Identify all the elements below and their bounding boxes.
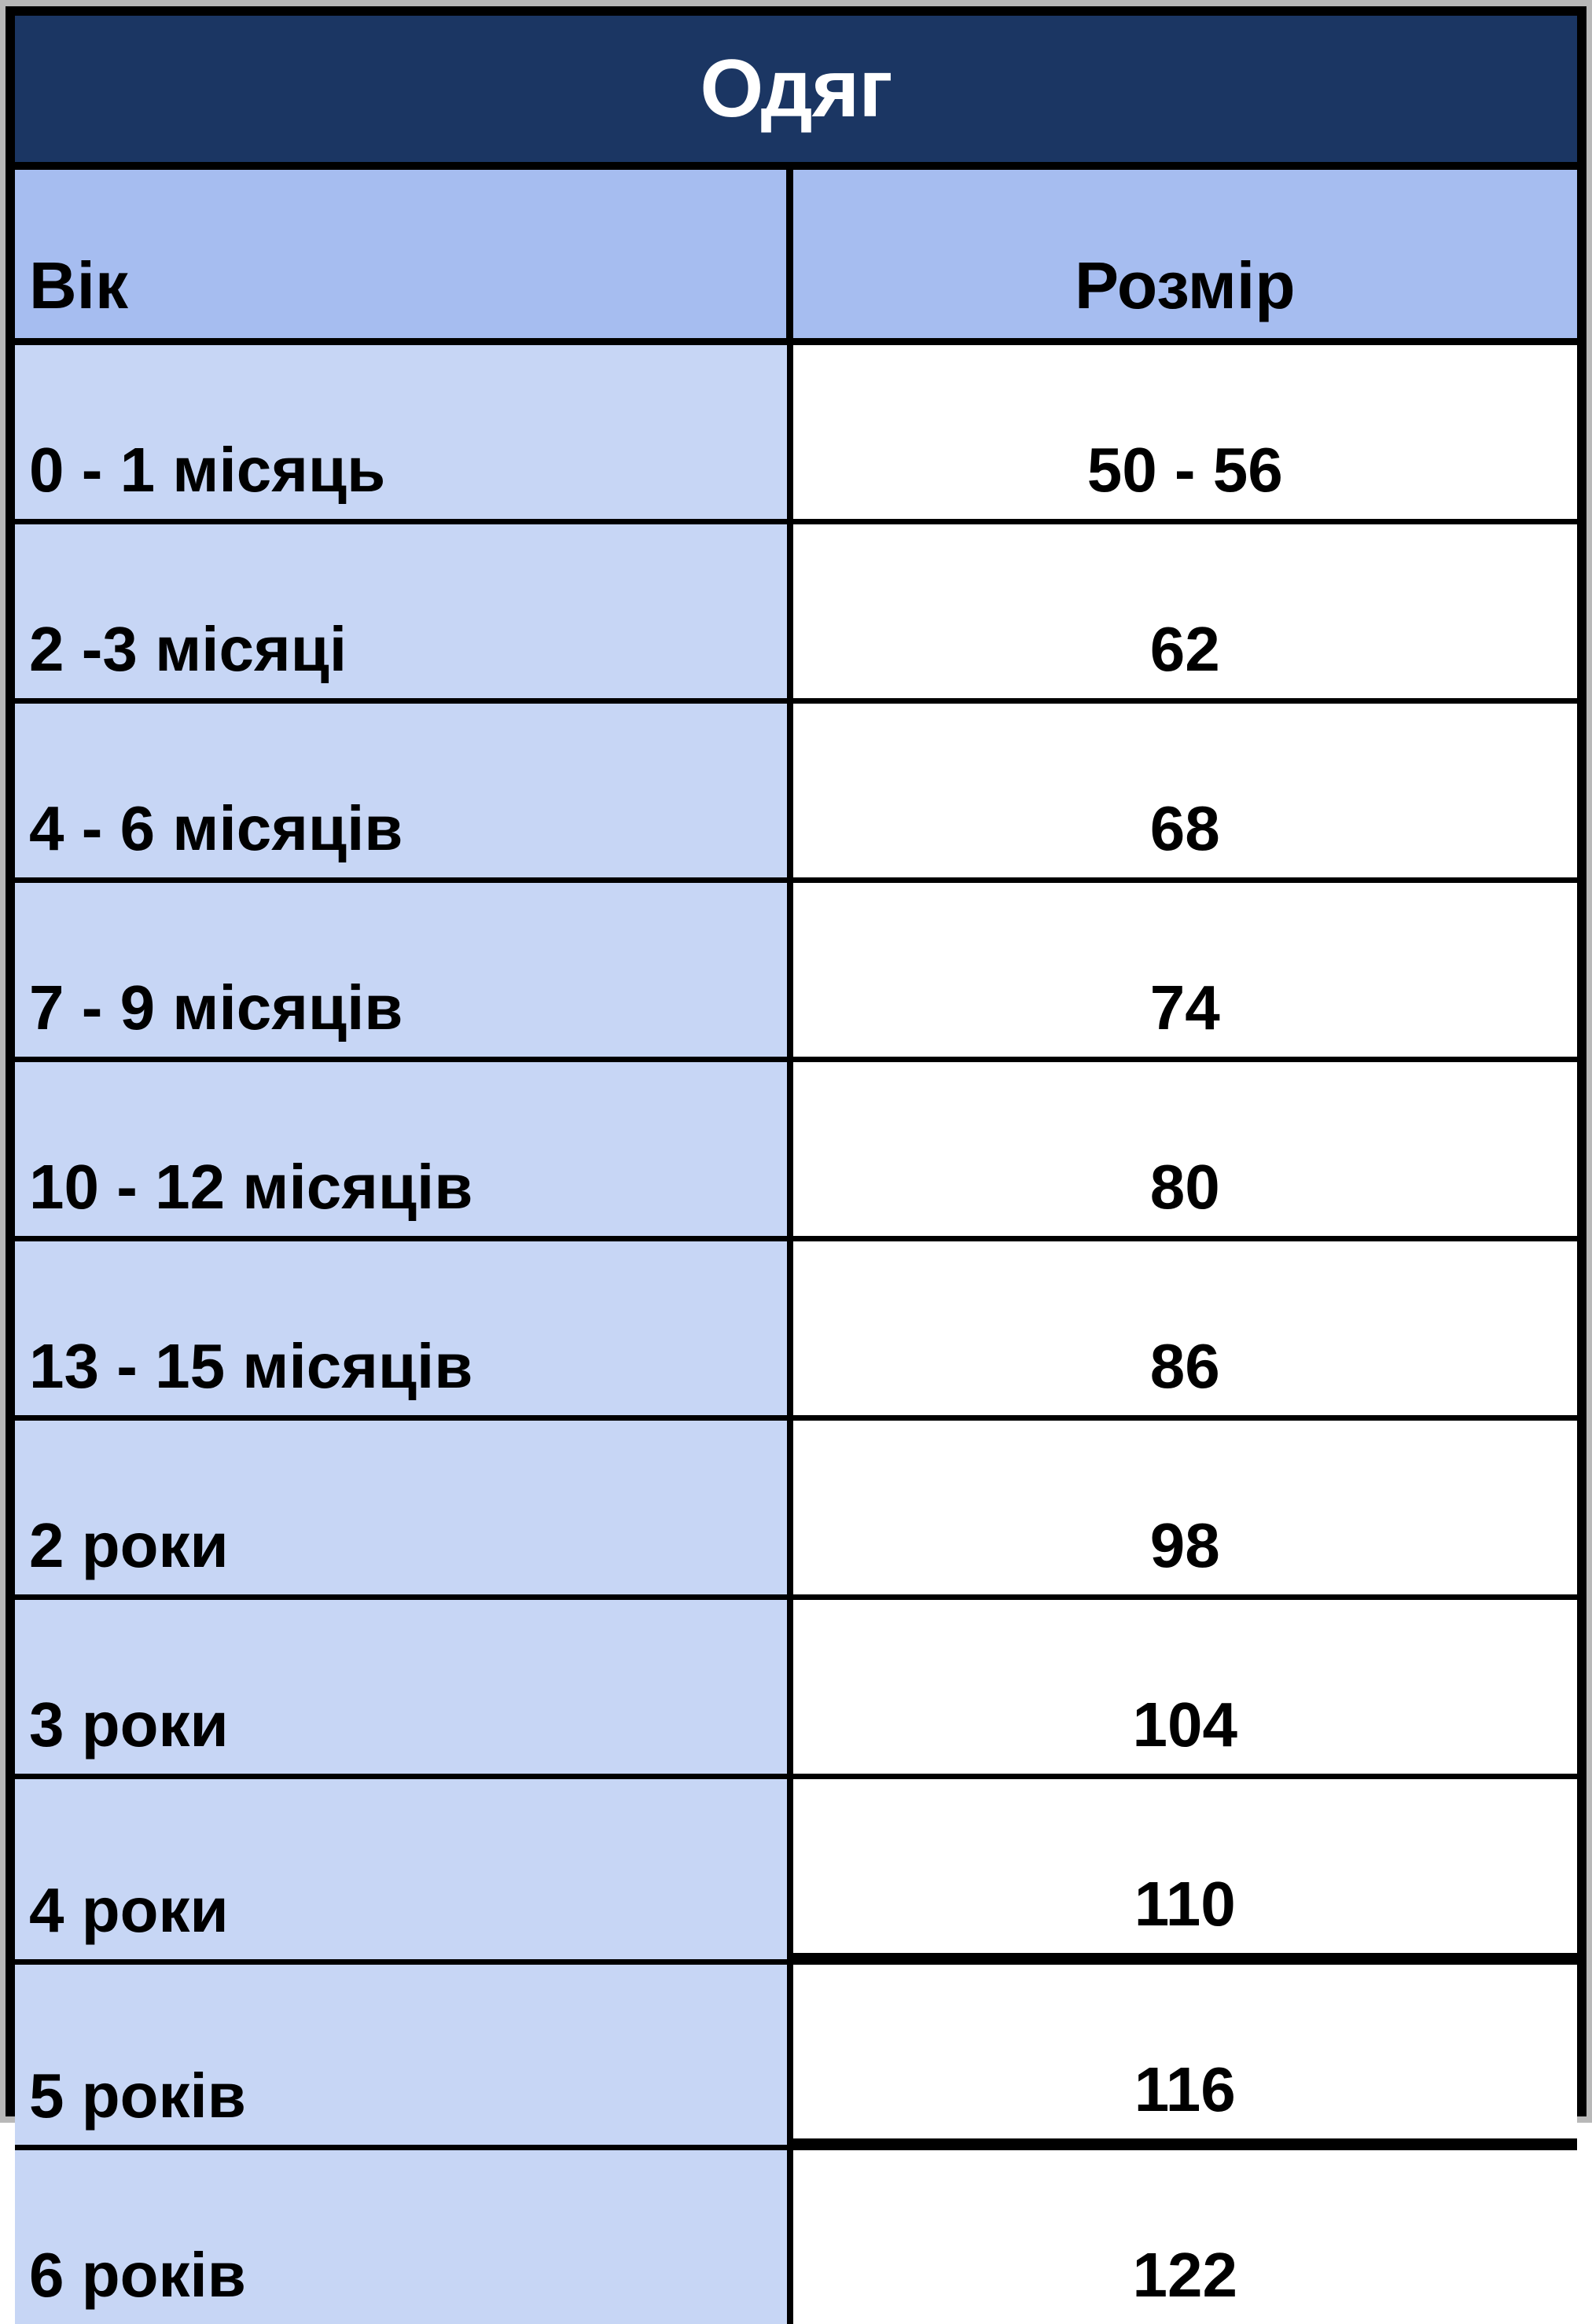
cell-size: 68	[792, 704, 1577, 883]
cell-age: 10 - 12 місяців	[15, 1062, 793, 1241]
table-row: 10 - 12 місяців 80	[15, 1062, 1577, 1241]
table-body: 0 - 1 місяць 50 - 56 2 -3 місяці 62 4 - 6 мі…	[15, 345, 1577, 2324]
size-chart-sheet: Одяг Вік Розмір 0 - 1 місяць 50 - 56 2 -3 …	[6, 6, 1586, 2324]
cell-age: 2 роки	[15, 1421, 793, 1600]
cell-age: 6 років	[15, 2150, 793, 2324]
cell-size: 122	[792, 2150, 1577, 2324]
table-head: Одяг Вік Розмір	[15, 16, 1577, 345]
table-row: 0 - 1 місяць 50 - 56	[15, 345, 1577, 524]
cell-size: 98	[792, 1421, 1577, 1600]
cell-age: 3 роки	[15, 1600, 793, 1779]
cell-size: 110	[792, 1779, 1577, 1965]
table-row: 4 роки 110	[15, 1779, 1577, 1965]
clothing-size-table: Одяг Вік Розмір 0 - 1 місяць 50 - 56 2 -3 …	[15, 16, 1577, 2324]
cell-age: 2 -3 місяці	[15, 524, 793, 704]
cell-size: 62	[792, 524, 1577, 704]
cell-age: 13 - 15 місяців	[15, 1241, 793, 1421]
table-row: 2 роки 98	[15, 1421, 1577, 1600]
cell-age: 4 роки	[15, 1779, 793, 1965]
table-row: 13 - 15 місяців 86	[15, 1241, 1577, 1421]
table-row: 4 - 6 місяців 68	[15, 704, 1577, 883]
cell-size: 80	[792, 1062, 1577, 1241]
cell-age: 5 років	[15, 1965, 793, 2150]
cell-age: 0 - 1 місяць	[15, 345, 793, 524]
table-row: 6 років 122	[15, 2150, 1577, 2324]
column-header-size: Розмір	[792, 170, 1577, 345]
cell-size: 104	[792, 1600, 1577, 1779]
column-header-age: Вік	[15, 170, 793, 345]
table-row: 2 -3 місяці 62	[15, 524, 1577, 704]
cell-size: 74	[792, 883, 1577, 1062]
cell-size: 50 - 56	[792, 345, 1577, 524]
column-header-row: Вік Розмір	[15, 170, 1577, 345]
cell-age: 7 - 9 місяців	[15, 883, 793, 1062]
table-row: 3 роки 104	[15, 1600, 1577, 1779]
title-row: Одяг	[15, 16, 1577, 170]
cell-size: 86	[792, 1241, 1577, 1421]
cell-age: 4 - 6 місяців	[15, 704, 793, 883]
table-title: Одяг	[15, 16, 1577, 170]
table-row: 7 - 9 місяців 74	[15, 883, 1577, 1062]
